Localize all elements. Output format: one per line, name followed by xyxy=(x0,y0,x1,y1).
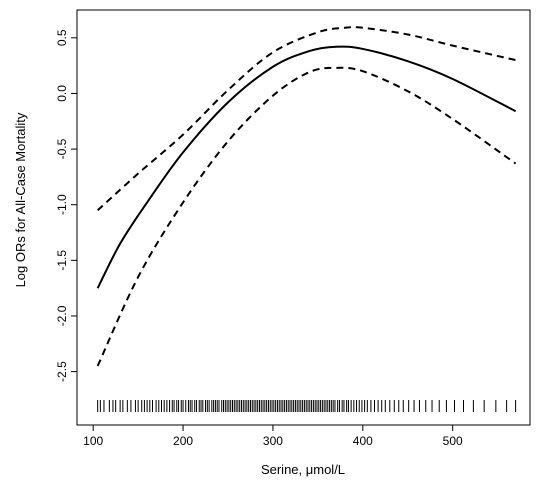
series-lines xyxy=(96,26,517,367)
y-axis: 0.5 0.0 -0.5 -1.0 -1.5 -2.0 -2.5 xyxy=(55,29,77,382)
y-tick-label: -1.5 xyxy=(55,250,69,271)
x-tick-label: 200 xyxy=(173,434,193,448)
y-tick-label: -0.5 xyxy=(55,138,69,159)
lower-ci-line xyxy=(96,66,517,367)
x-tick-label: 300 xyxy=(263,434,283,448)
plot-frame xyxy=(76,9,531,426)
y-tick-label: -1.0 xyxy=(55,194,69,215)
x-tick-label: 400 xyxy=(353,434,373,448)
upper-ci-line xyxy=(96,26,516,212)
estimate-line xyxy=(96,45,517,289)
y-tick-label: 0.5 xyxy=(55,29,69,46)
rug-marks xyxy=(97,400,517,412)
x-tick-label: 100 xyxy=(83,434,103,448)
x-tick-label: 500 xyxy=(443,434,463,448)
x-axis-label: Serine, μmol/L xyxy=(261,462,345,477)
x-axis: 100 200 300 400 500 xyxy=(83,425,463,448)
y-axis-label: Log ORs for All-Case Mortality xyxy=(13,112,28,287)
y-tick-label: -2.0 xyxy=(55,305,69,326)
y-tick-label: 0.0 xyxy=(55,85,69,102)
y-tick-label: -2.5 xyxy=(55,361,69,382)
